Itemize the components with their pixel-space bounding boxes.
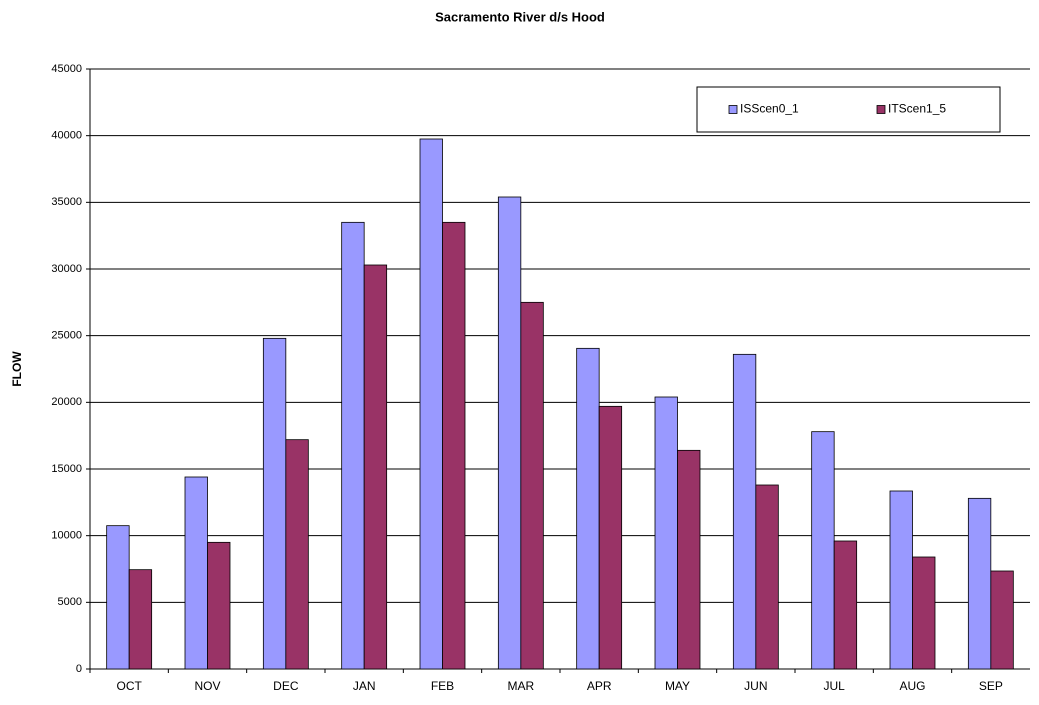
bar [262,337,287,670]
x-tick-label: SEP [979,679,1003,693]
bar [184,476,208,670]
bar [285,439,309,670]
y-tick-label: 45000 [51,63,82,75]
x-tick-label: AUG [899,679,925,693]
bar [654,396,678,670]
bar [520,301,544,670]
y-tick-label: 35000 [51,196,82,208]
y-tick-label: 40000 [51,130,82,142]
x-tick-label: OCT [116,679,142,693]
y-axis-title: FLOW [10,351,24,387]
bar [576,347,600,670]
bar [442,221,466,670]
bar [990,570,1014,670]
bar [128,569,153,670]
y-tick-label: 20000 [51,396,82,408]
bar [833,540,858,670]
bar [755,484,779,670]
x-tick-label: JUN [744,679,767,693]
x-tick-label: JUL [823,679,845,693]
x-tick-label: MAR [507,679,534,693]
x-tick-label: NOV [194,679,220,693]
bar [967,497,992,670]
y-tick-label: 10000 [51,530,82,542]
bar [341,221,365,670]
bar [497,196,522,670]
bar [732,353,757,670]
y-tick-label: 30000 [51,263,82,275]
legend-label: ISScen0_1 [740,102,799,116]
bar [677,449,701,670]
bar [811,431,835,670]
legend-swatch [876,105,886,114]
chart-title: Sacramento River d/s Hood [435,9,605,24]
x-tick-label: DEC [273,679,299,693]
bar [106,525,130,670]
x-tick-label: APR [587,679,612,693]
legend-box [696,86,1001,133]
y-tick-label: 15000 [51,463,82,475]
bar [419,138,443,670]
y-tick-label: 5000 [58,596,82,608]
legend-swatch [728,105,738,114]
legend-label: ITScen1_5 [888,102,946,116]
x-tick-label: JAN [353,679,376,693]
x-tick-label: FEB [431,679,454,693]
bar [912,556,936,670]
x-tick-label: MAY [665,679,690,693]
y-tick-label: 25000 [51,330,82,342]
bar [889,490,913,670]
y-tick-label: 0 [76,663,82,675]
bar [207,541,231,670]
bar [598,405,623,670]
bar [363,264,388,670]
